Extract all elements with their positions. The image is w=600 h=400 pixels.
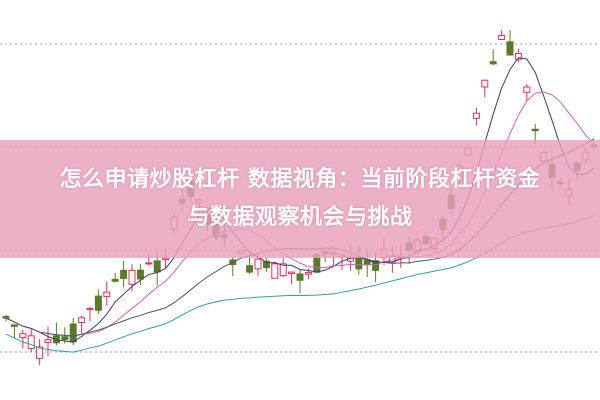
candle-body — [145, 262, 153, 265]
title-line-2: 与数据观察机会与挑战 — [187, 205, 413, 230]
candle-body — [472, 112, 480, 119]
ma-short-line — [5, 57, 595, 343]
candle-body — [162, 257, 170, 260]
candle-body — [296, 273, 304, 281]
candle-body — [86, 307, 94, 310]
candle-body — [61, 336, 69, 341]
candle-body — [514, 53, 522, 60]
candle-body — [523, 86, 531, 93]
candle-body — [128, 269, 136, 285]
candle-body — [271, 263, 279, 279]
candle-body — [372, 260, 380, 271]
candle-body — [36, 346, 44, 359]
candle-body — [44, 339, 52, 344]
candle-body — [94, 295, 102, 311]
candle-body — [489, 61, 497, 65]
candle-body — [103, 291, 111, 298]
candle-body — [10, 324, 18, 327]
candle-body — [120, 269, 128, 279]
candle-body — [2, 316, 10, 319]
candle-body — [304, 271, 312, 275]
candle-body — [136, 269, 144, 280]
candle-body — [111, 278, 119, 282]
candle-body — [531, 128, 539, 132]
candle-body — [506, 41, 514, 56]
candle-body — [254, 258, 262, 270]
title-line-1: 怎么申请炒股杠杆 数据视角：当前阶段杠杆资金 — [59, 167, 541, 192]
candle-body — [69, 323, 77, 343]
candle-body — [52, 335, 60, 344]
candle-body — [262, 260, 270, 269]
candle-body — [279, 263, 287, 277]
candle-body — [498, 35, 506, 41]
candle-body — [288, 271, 296, 274]
candle-body — [19, 333, 27, 339]
candle-body — [481, 79, 489, 88]
candle-body — [246, 265, 254, 273]
title-banner: 怎么申请炒股杠杆 数据视角：当前阶段杠杆资金 与数据观察机会与挑战 — [0, 140, 600, 258]
candle-body — [153, 260, 161, 273]
candle-body — [78, 317, 86, 324]
candle-body — [27, 335, 35, 350]
candle-body — [355, 257, 363, 270]
